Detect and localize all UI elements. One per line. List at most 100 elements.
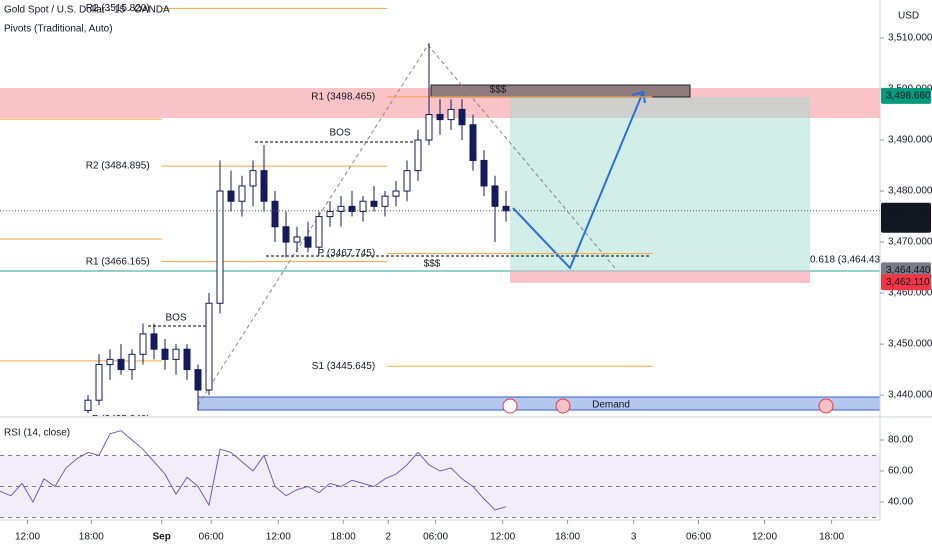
candle-body	[436, 114, 444, 121]
pivot-label: P (3435.240)	[92, 414, 150, 425]
x-tick-label: Sep	[153, 532, 171, 543]
x-tick-label: 06:00	[686, 532, 711, 543]
rsi-line	[0, 430, 507, 511]
candle-body	[227, 190, 235, 202]
x-tick-label: 18:00	[79, 532, 104, 543]
annotation: $$$	[424, 259, 441, 270]
price-tag	[881, 274, 931, 291]
candle-body	[150, 333, 158, 350]
x-tick-label: 12:00	[15, 532, 40, 543]
price-tag	[881, 87, 931, 104]
candle-body	[216, 190, 224, 304]
y-tick-label: 3,450.000	[888, 339, 932, 350]
candle-body	[161, 348, 169, 360]
x-tick-label: 06:00	[423, 532, 448, 543]
candle-body	[392, 190, 400, 197]
event-icon[interactable]	[818, 398, 834, 414]
y-tick-label: 3,460.000	[888, 288, 932, 299]
y-tick-label: 3,490.000	[888, 135, 932, 146]
y-tick-label: 3,470.000	[888, 237, 932, 248]
candle-body	[359, 200, 367, 212]
candle-body	[194, 369, 202, 391]
price-tag-label: 3,476.130	[886, 205, 931, 216]
rsi-pane	[0, 430, 880, 519]
candle-body	[315, 216, 323, 248]
price-tag-label: 3,464.440	[886, 265, 931, 276]
candle-body	[403, 170, 411, 192]
candle-body	[469, 124, 477, 161]
candle-body	[271, 200, 279, 228]
projection-arrow	[512, 91, 644, 270]
price-tag-label: 3,462.110	[886, 277, 930, 288]
candle-body	[249, 170, 257, 187]
fib-line	[197, 44, 616, 406]
y-tick-label: 3,480.000	[888, 186, 932, 197]
pivot-label: P (3467.745)	[318, 248, 376, 259]
pivot-label: S1 (3445.645)	[312, 361, 375, 372]
stop-zone	[510, 271, 810, 283]
annotation: 0.618 (3,464.439)	[810, 255, 889, 266]
annotation: Demand	[592, 400, 630, 411]
y-tick-label: 40.00	[888, 497, 913, 508]
candle-body	[326, 210, 334, 218]
candle-body	[84, 399, 92, 411]
x-tick-label: 18:00	[331, 532, 356, 543]
target-zone	[510, 97, 810, 271]
chart-title: Gold Spot / U.S. Dollar · 15 · OANDA	[4, 5, 170, 16]
candle-body	[502, 205, 510, 212]
pivot-label: R1 (3498.465)	[311, 91, 375, 102]
candle-body	[238, 185, 246, 202]
candle-body	[260, 170, 268, 202]
x-tick-label: 18:00	[555, 532, 580, 543]
demand-zone	[197, 396, 880, 411]
candle-body	[480, 159, 488, 187]
price-tag-label: 3,498.660	[886, 90, 931, 101]
candle-body	[337, 205, 345, 212]
candle-body	[348, 205, 356, 212]
candle-body	[414, 139, 422, 172]
y-tick-label: 80.00	[888, 435, 913, 446]
candle-body	[139, 333, 147, 355]
candle-body	[458, 108, 466, 126]
candle-body	[282, 226, 290, 243]
y-tick-label: 3,440.000	[888, 390, 932, 401]
pivot-label: R2 (3484.895)	[86, 161, 150, 172]
candle-body	[491, 185, 499, 207]
event-icon[interactable]	[555, 398, 571, 414]
countdown: 04:51	[886, 219, 911, 230]
x-tick-label: 12:00	[266, 532, 291, 543]
x-tick-label: 12:00	[490, 532, 515, 543]
x-tick-label: 18:00	[819, 532, 844, 543]
x-tick-label: 12:00	[752, 532, 777, 543]
candle-body	[95, 363, 103, 401]
annotation: BOS	[165, 313, 186, 324]
currency: USD	[898, 11, 919, 22]
x-tick-label: 3	[631, 532, 637, 543]
x-tick-label: 06:00	[199, 532, 224, 543]
candle-body	[381, 195, 389, 207]
candle-body	[106, 358, 114, 365]
annotation: $$$	[490, 85, 507, 96]
rsi-title: RSI (14, close)	[4, 428, 70, 439]
candle-body	[172, 348, 180, 360]
annotation: BOS	[329, 128, 350, 139]
candle-body	[370, 200, 378, 207]
pivot-label: R1 (3466.165)	[86, 256, 150, 267]
x-tick-label: 2	[386, 532, 392, 543]
arrow-head	[631, 90, 646, 104]
candle-body	[205, 302, 213, 391]
candle-body	[447, 108, 455, 121]
event-icon[interactable]	[502, 398, 518, 414]
indicator-name: Pivots (Traditional, Auto)	[4, 24, 113, 35]
y-tick-label: 60.00	[888, 466, 913, 477]
candle-body	[128, 353, 136, 371]
candle-body	[117, 358, 125, 371]
y-tick-label: 3,510.000	[888, 33, 932, 44]
pivot-label: R2 (3515.820)	[86, 3, 150, 14]
candle-body	[425, 114, 433, 141]
candle-body	[293, 236, 301, 243]
price-pane: R2 (3515.820) R2 (3484.895) R1 (3466.165) P…	[0, 3, 889, 425]
candle-body	[183, 348, 191, 371]
candle-body	[304, 236, 312, 248]
